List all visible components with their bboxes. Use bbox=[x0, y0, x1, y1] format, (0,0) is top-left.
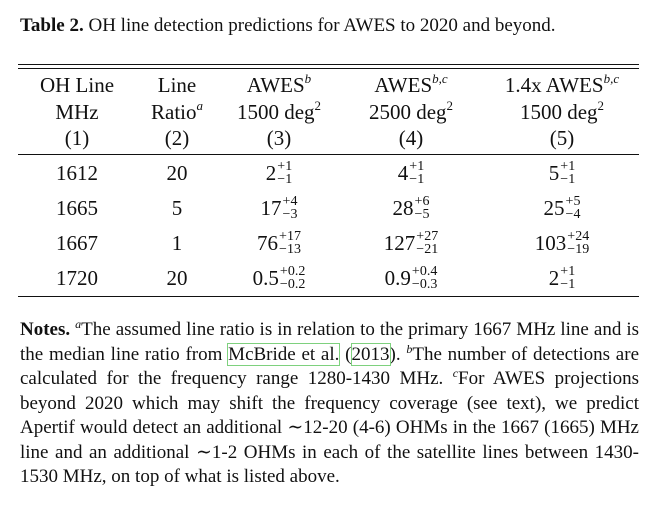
table-caption-text: OH line detection predictions for AWES t… bbox=[88, 15, 556, 36]
cell-freq: 1612 bbox=[56, 161, 98, 185]
note-a-text: The assumed line ratio is in relation to… bbox=[20, 319, 640, 365]
table-notes: Notes. aThe assumed line ratio is in rel… bbox=[20, 318, 639, 490]
note-a-mark: a bbox=[75, 317, 82, 331]
cell-awes-1500: 0.5 +0.2 −0.2 bbox=[252, 264, 306, 292]
note-b-mark: b bbox=[406, 341, 413, 356]
header-col3-number: (3) bbox=[266, 126, 292, 150]
table-bottom-rule bbox=[18, 296, 639, 297]
table-caption: Table 2. OH line detection predictions f… bbox=[20, 14, 650, 38]
header-col5-line2: 1500 deg2 bbox=[519, 98, 605, 124]
cell-awes-14x: 2 +1 −1 bbox=[548, 264, 576, 292]
header-col4-line2: 2500 deg2 bbox=[368, 98, 454, 124]
cell-awes-14x: 103 +24 −19 bbox=[534, 229, 590, 257]
header-col5-number: (5) bbox=[549, 126, 575, 150]
cell-freq: 1720 bbox=[56, 266, 98, 290]
citation-year-link[interactable]: 2013 bbox=[350, 342, 391, 366]
cell-awes-2500: 28 +6 −5 bbox=[392, 194, 430, 222]
cell-awes-14x: 5 +1 −1 bbox=[548, 159, 576, 187]
cell-awes-2500: 127 +27 −21 bbox=[383, 229, 439, 257]
table-top-rule bbox=[18, 64, 639, 65]
note-c-mark: c bbox=[452, 366, 459, 380]
cell-awes-1500: 76 +17 −13 bbox=[257, 229, 301, 257]
header-col2-line1: Line bbox=[157, 73, 197, 97]
header-col2-line2: Ratioa bbox=[151, 98, 203, 124]
cell-ratio: 1 bbox=[171, 231, 183, 255]
table-header-rule bbox=[18, 154, 639, 155]
note-b-text: The number of detections are calculated … bbox=[20, 343, 640, 390]
header-col4-line1: AWESb,c bbox=[374, 71, 448, 97]
cell-awes-2500: 0.9 +0.4 −0.3 bbox=[384, 264, 438, 292]
note-a-text-paren: ( bbox=[339, 343, 352, 365]
cell-ratio: 20 bbox=[166, 266, 188, 290]
cell-awes-2500: 4 +1 −1 bbox=[397, 159, 425, 187]
header-col5-line1: 1.4x AWESb,c bbox=[504, 71, 620, 97]
citation-link[interactable]: McBride et al. bbox=[227, 342, 341, 366]
cell-freq: 1665 bbox=[56, 196, 98, 220]
cell-awes-14x: 25 +5 −4 bbox=[543, 194, 581, 222]
cell-awes-1500: 2 +1 −1 bbox=[265, 159, 293, 187]
cell-freq: 1667 bbox=[56, 231, 98, 255]
table-caption-label: Table 2. bbox=[20, 15, 84, 36]
table-top-rule-inner bbox=[18, 68, 639, 69]
header-col2-number: (2) bbox=[164, 126, 190, 150]
header-col3-line2: 1500 deg2 bbox=[236, 98, 322, 124]
note-c-text: For AWES projections beyond 2020 which m… bbox=[20, 368, 640, 487]
cell-awes-1500: 17 +4 −3 bbox=[260, 194, 298, 222]
header-col1-line2: MHz bbox=[55, 100, 99, 124]
header-col1-number: (1) bbox=[64, 126, 90, 150]
note-a-text-close: ). bbox=[389, 343, 407, 365]
cell-ratio: 5 bbox=[171, 196, 183, 220]
header-col4-number: (4) bbox=[398, 126, 424, 150]
notes-label: Notes. bbox=[20, 319, 71, 340]
header-col3-line1: AWESb bbox=[246, 71, 312, 97]
header-col1-line1: OH Line bbox=[39, 73, 115, 97]
cell-ratio: 20 bbox=[166, 161, 188, 185]
